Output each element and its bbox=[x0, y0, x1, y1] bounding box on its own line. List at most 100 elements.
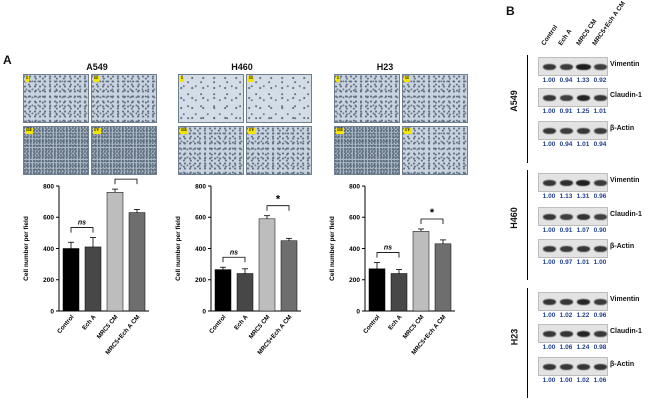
image-tag: IV bbox=[93, 128, 101, 134]
band-quantification: 1.00 bbox=[559, 377, 573, 384]
lane-label-control: Control bbox=[540, 24, 560, 47]
a549-image-control: I bbox=[23, 74, 89, 123]
protein-band bbox=[543, 363, 556, 370]
protein-band bbox=[593, 363, 608, 370]
protein-band bbox=[576, 179, 591, 186]
lane-label-echa: Ech A bbox=[557, 28, 574, 47]
band-quantification: 1.01 bbox=[576, 259, 590, 266]
protein-band bbox=[594, 298, 607, 305]
y-axis-label: Cell number per field bbox=[329, 216, 336, 281]
band-quantification: 0.94 bbox=[559, 141, 573, 148]
y-tick-label: 200 bbox=[43, 277, 54, 284]
y-tick-label: 800 bbox=[195, 183, 206, 190]
significance-star: * bbox=[430, 207, 435, 219]
protein-band bbox=[576, 213, 591, 220]
a549-group-label: A549 bbox=[508, 90, 519, 112]
h23-image-echa: II bbox=[402, 74, 468, 123]
x-tick-label: Control bbox=[208, 314, 228, 336]
a549-image-mrc5: III bbox=[23, 126, 89, 175]
protein-band bbox=[594, 245, 607, 252]
blot-strip bbox=[538, 207, 608, 226]
h23-image-combo: IV bbox=[402, 126, 468, 175]
a549-bar-chart: Cell number per field 0 200 400 600 800 Contro… bbox=[23, 176, 149, 356]
y-tick-label: 600 bbox=[349, 215, 360, 222]
band-quantification: 1.31 bbox=[576, 193, 590, 200]
significance-bracket bbox=[266, 205, 290, 211]
protein-band bbox=[543, 330, 556, 337]
h460-bar-chart: Cell number per field 0 200 400 600 800 Contro… bbox=[175, 183, 301, 356]
band-quantification: 0.96 bbox=[593, 312, 607, 319]
blot-strip bbox=[538, 57, 608, 76]
protein-band bbox=[543, 245, 556, 252]
protein-band bbox=[576, 245, 590, 252]
blot-strip bbox=[538, 357, 608, 376]
y-tick-label: 400 bbox=[349, 246, 360, 253]
y-tick-label: 400 bbox=[43, 246, 54, 253]
protein-label: Claudin-1 bbox=[610, 328, 642, 335]
image-tag: III bbox=[25, 128, 33, 134]
bar bbox=[434, 243, 452, 312]
band-quantification: 1.33 bbox=[576, 77, 590, 84]
bar bbox=[236, 273, 254, 312]
y-tick-label: 600 bbox=[43, 215, 54, 222]
band-quantification: 0.98 bbox=[593, 344, 607, 351]
protein-band bbox=[559, 179, 574, 186]
band-quantification: 1.00 bbox=[542, 312, 556, 319]
band-quantification: 1.01 bbox=[593, 108, 607, 115]
significance-bracket bbox=[222, 256, 246, 263]
blot-strip bbox=[538, 173, 608, 192]
y-tick-label: 800 bbox=[349, 183, 360, 190]
h460-group-bracket bbox=[527, 170, 528, 280]
bar bbox=[128, 212, 146, 312]
band-quantification: 1.25 bbox=[576, 108, 590, 115]
y-tick-label: 600 bbox=[195, 215, 206, 222]
bar bbox=[412, 231, 430, 312]
band-quantification: 1.01 bbox=[576, 141, 590, 148]
bar bbox=[390, 273, 408, 312]
band-quantification: 0.94 bbox=[559, 77, 573, 84]
bar bbox=[368, 268, 386, 312]
bar bbox=[258, 218, 276, 312]
protein-label: β-Actin bbox=[610, 361, 635, 368]
band-quantification: 0.94 bbox=[593, 141, 607, 148]
a549-image-title: A549 bbox=[86, 62, 108, 72]
protein-band bbox=[594, 213, 607, 220]
protein-label: Claudin-1 bbox=[610, 92, 642, 99]
y-axis-label: Cell number per field bbox=[175, 216, 182, 281]
significance-bracket bbox=[420, 218, 444, 224]
protein-band bbox=[543, 63, 556, 70]
h23-group-label: H23 bbox=[509, 328, 520, 346]
a549-image-combo: IV bbox=[91, 126, 157, 175]
bar bbox=[106, 192, 124, 312]
protein-band bbox=[560, 127, 573, 134]
band-quantification: 1.06 bbox=[559, 344, 573, 351]
protein-band bbox=[560, 213, 573, 220]
protein-label: β-Actin bbox=[610, 125, 635, 132]
y-tick-label: 0 bbox=[50, 308, 54, 315]
protein-band bbox=[543, 94, 556, 101]
y-tick-label: 400 bbox=[195, 246, 206, 253]
blot-strip bbox=[538, 121, 608, 140]
protein-band bbox=[559, 298, 574, 305]
band-quantification: 0.91 bbox=[559, 108, 573, 115]
band-quantification: 1.02 bbox=[559, 312, 573, 319]
band-quantification: 1.00 bbox=[593, 259, 607, 266]
y-tick-label: 200 bbox=[349, 277, 360, 284]
protein-band bbox=[594, 179, 607, 186]
band-quantification: 1.07 bbox=[576, 227, 590, 234]
band-quantification: 1.00 bbox=[542, 377, 556, 384]
band-quantification: 1.00 bbox=[542, 259, 556, 266]
bar bbox=[84, 246, 102, 312]
protein-label: Claudin-1 bbox=[610, 211, 642, 218]
band-quantification: 1.06 bbox=[593, 377, 607, 384]
a549-group-bracket bbox=[527, 55, 528, 163]
protein-band bbox=[576, 298, 591, 305]
image-tag: II bbox=[248, 76, 254, 82]
band-quantification: 1.00 bbox=[542, 108, 556, 115]
y-tick-label: 0 bbox=[356, 308, 360, 315]
x-tick-label: Control bbox=[56, 314, 76, 336]
x-tick-label: Control bbox=[362, 314, 382, 336]
band-quantification: 0.90 bbox=[593, 227, 607, 234]
x-tick-label: Ech A bbox=[387, 313, 404, 331]
band-quantification: 1.24 bbox=[576, 344, 590, 351]
